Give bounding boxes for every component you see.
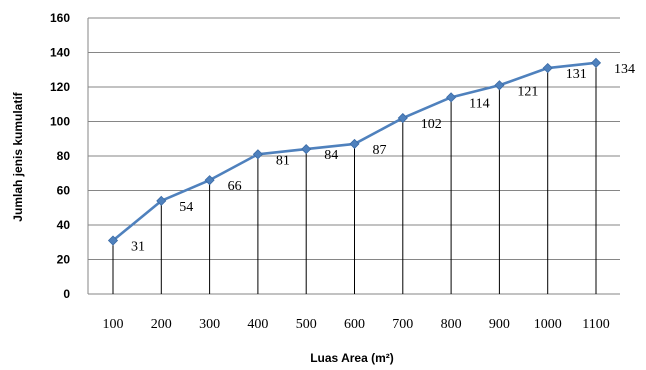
data-label: 31 bbox=[131, 240, 145, 255]
x-tick-label: 900 bbox=[489, 317, 510, 332]
x-tick-label: 300 bbox=[199, 317, 220, 332]
x-tick-label: 1100 bbox=[582, 317, 609, 332]
x-tick-label: 1000 bbox=[534, 317, 562, 332]
data-point bbox=[107, 235, 119, 246]
data-point bbox=[397, 112, 408, 124]
data-point bbox=[494, 80, 505, 91]
x-tick-label: 600 bbox=[344, 317, 365, 332]
y-tick-label: 160 bbox=[50, 11, 70, 25]
x-axis-title: Luas Area (m²) bbox=[310, 351, 394, 365]
y-axis-title: Jumlah jenis kumulatif bbox=[11, 91, 25, 221]
y-tick-label: 0 bbox=[63, 287, 70, 301]
x-tick-label: 200 bbox=[151, 317, 172, 332]
y-tick-label: 120 bbox=[50, 80, 70, 94]
y-axis-ticks: 0 20 40 60 80 100 120 140 160 bbox=[50, 11, 70, 301]
x-tick-label: 500 bbox=[296, 317, 317, 332]
data-label: 134 bbox=[614, 62, 635, 77]
y-tick-label: 140 bbox=[50, 46, 70, 60]
x-tick-label: 800 bbox=[441, 317, 462, 332]
y-tick-label: 20 bbox=[57, 253, 71, 267]
data-label: 81 bbox=[276, 153, 290, 168]
data-label: 54 bbox=[179, 200, 193, 215]
data-label: 87 bbox=[373, 143, 387, 158]
data-label: 131 bbox=[566, 67, 587, 82]
data-point bbox=[590, 57, 602, 68]
y-tick-label: 100 bbox=[50, 115, 70, 129]
data-label: 121 bbox=[517, 84, 538, 99]
data-label: 66 bbox=[228, 179, 242, 194]
x-tick-label: 400 bbox=[247, 317, 268, 332]
data-point bbox=[252, 149, 263, 160]
y-tick-label: 80 bbox=[57, 149, 71, 163]
x-tick-label: 700 bbox=[392, 317, 413, 332]
drop-lines bbox=[112, 62, 597, 294]
x-tick-label: 100 bbox=[103, 317, 124, 332]
data-point bbox=[204, 175, 215, 186]
data-labels: 31 54 66 81 84 87 102 114 121 131 134 bbox=[131, 62, 635, 255]
y-tick-label: 40 bbox=[57, 218, 71, 232]
data-point bbox=[542, 62, 553, 74]
data-label: 114 bbox=[469, 96, 489, 111]
data-point bbox=[156, 195, 167, 206]
series-line-group bbox=[107, 57, 602, 246]
gridlines bbox=[87, 17, 620, 295]
data-point bbox=[349, 138, 360, 149]
y-tick-label: 60 bbox=[57, 184, 71, 198]
data-point bbox=[301, 144, 312, 155]
data-point bbox=[446, 92, 457, 103]
x-axis-ticks: 100 200 300 400 500 600 700 800 900 1000 1100 bbox=[103, 317, 610, 332]
data-label: 102 bbox=[421, 117, 442, 132]
data-label: 84 bbox=[324, 148, 338, 163]
